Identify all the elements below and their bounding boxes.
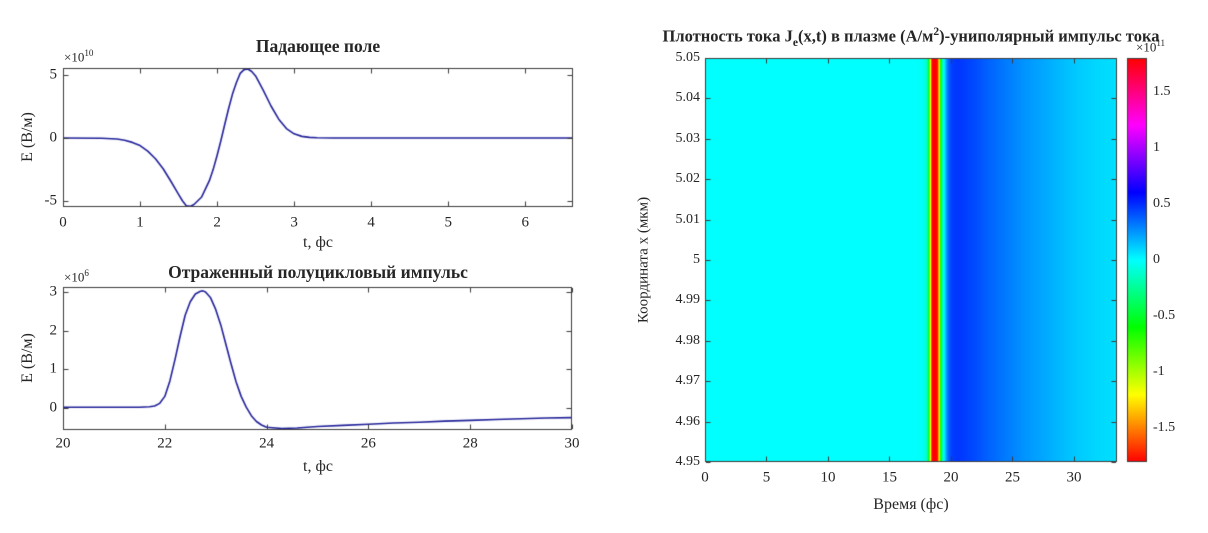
incident-y-offset-label: ×1010 xyxy=(64,48,93,65)
heatmap-y-axis-label: Координата x (мкм) xyxy=(635,196,652,324)
heatmap-x-tick-label: 10 xyxy=(820,469,836,486)
x-tick-label: 2 xyxy=(213,214,221,231)
reflected-y-axis-label: E (В/м) xyxy=(19,333,36,383)
heatmap-y-tick-label: 5.01 xyxy=(675,211,701,227)
title-mid: (x,t) в плазме (А/м xyxy=(797,26,934,46)
heatmap-y-tick-label: 5.02 xyxy=(675,171,701,187)
x-tick-label: 20 xyxy=(55,435,71,452)
heatmap-y-tick-label: 4.99 xyxy=(675,292,701,308)
heatmap-y-tick-label: 5.04 xyxy=(675,90,701,106)
offset-base: ×10 xyxy=(1136,39,1157,55)
heatmap-x-tick-label: 30 xyxy=(1066,469,1082,486)
x-tick-label: 22 xyxy=(157,435,173,452)
heatmap-y-tick-label: 4.98 xyxy=(675,332,701,348)
heatmap-x-tick-label: 25 xyxy=(1004,469,1020,486)
heatmap-x-tick-label: 0 xyxy=(701,469,709,486)
x-tick-label: 28 xyxy=(462,435,478,452)
incident-plot-title: Падающее поле xyxy=(255,36,381,56)
x-tick-label: 5 xyxy=(444,214,452,231)
heatmap-x-tick-label: 20 xyxy=(943,469,959,486)
y-tick-label: 2 xyxy=(49,322,58,339)
y-tick-label: 3 xyxy=(49,283,58,300)
y-tick-label: 0 xyxy=(49,399,58,416)
reflected-plot-title: Отраженный полуцикловый импульс xyxy=(168,262,468,282)
y-tick-label: 0 xyxy=(49,129,58,146)
heatmap-x-tick-label: 15 xyxy=(881,469,897,486)
title-prefix: Плотность тока J xyxy=(662,26,793,46)
x-tick-label: 26 xyxy=(360,435,376,452)
x-tick-label: 30 xyxy=(564,435,580,452)
heatmap-y-tick-label: 4.95 xyxy=(675,454,701,469)
reflected-x-axis-label: t, фс xyxy=(303,458,333,475)
x-tick-label: 0 xyxy=(59,214,67,231)
heatmap-y-tick-label: 4.96 xyxy=(675,413,701,429)
heatmap-title: Плотность тока Je(x,t) в плазме (А/м2)-у… xyxy=(605,26,1208,49)
colorbar-tick-label: 0.5 xyxy=(1153,195,1171,211)
y-tick-label: 1 xyxy=(49,360,58,377)
offset-base: ×10 xyxy=(64,49,85,65)
x-tick-label: 6 xyxy=(521,214,529,231)
heatmap-y-tick-label: 5.05 xyxy=(675,50,701,65)
offset-exponent: 10 xyxy=(84,48,94,58)
y-tick-label: 5 xyxy=(49,66,58,83)
title-superscript: 2 xyxy=(933,26,940,38)
colorbar-tick-label: 0 xyxy=(1153,252,1160,267)
heatmap-y-tick-label: 4.97 xyxy=(675,373,701,389)
colorbar-tick-label: -1.5 xyxy=(1153,420,1176,436)
colorbar-offset-label: ×1011 xyxy=(1136,38,1165,55)
incident-y-axis-label: E (В/м) xyxy=(19,112,36,162)
x-tick-label: 3 xyxy=(290,214,298,231)
colorbar-tick-label: 1 xyxy=(1153,139,1160,155)
heatmap-y-tick-label: 5.03 xyxy=(675,130,701,146)
offset-exponent: 11 xyxy=(1156,38,1166,48)
offset-exponent: 6 xyxy=(84,268,89,278)
colorbar-tick-label: 1.5 xyxy=(1153,83,1171,99)
x-tick-label: 24 xyxy=(259,435,275,452)
y-tick-label: -5 xyxy=(44,192,58,209)
heatmap-y-tick-label: 5 xyxy=(693,252,700,267)
colorbar-tick-label: -1 xyxy=(1153,364,1165,380)
title-suffix: )-униполярный импульс тока xyxy=(939,26,1160,46)
title-subscript: e xyxy=(792,36,798,49)
offset-base: ×10 xyxy=(64,269,85,285)
x-tick-label: 4 xyxy=(367,214,375,231)
heatmap-x-tick-label: 5 xyxy=(762,469,771,486)
colorbar-tick-label: -0.5 xyxy=(1153,308,1176,324)
heatmap-x-axis-label: Время (фс) xyxy=(873,496,949,513)
incident-x-axis-label: t, фс xyxy=(303,234,333,251)
x-tick-label: 1 xyxy=(136,214,144,231)
reflected-y-offset-label: ×106 xyxy=(64,268,89,285)
